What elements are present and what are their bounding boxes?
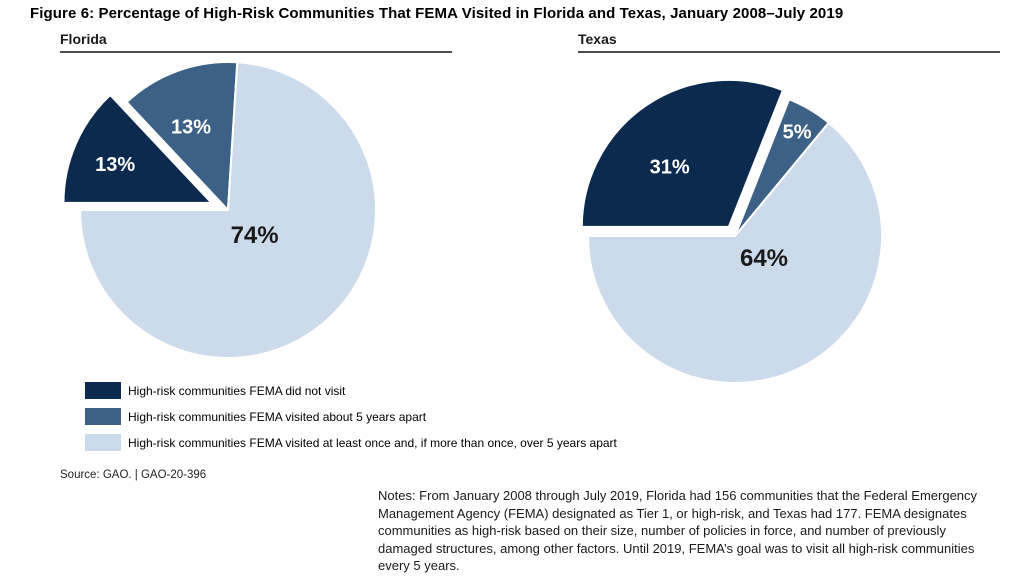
legend-label-visited-once: High-risk communities FEMA visited at le… [128,435,617,450]
legend: High-risk communities FEMA did not visit… [85,382,617,460]
legend-swatch-visited-once [85,434,121,451]
legend-row: High-risk communities FEMA visited about… [85,408,617,425]
pie-label-florida-0: 13% [95,154,135,176]
pie-label-florida-1: 13% [171,117,211,139]
notes-paragraph: Notes: From January 2008 through July 20… [378,488,978,574]
pie-label-texas-1: 5% [783,122,812,144]
pie-slice-florida-2 [78,61,377,359]
figure-title: Figure 6: Percentage of High-Risk Commun… [30,5,844,22]
legend-label-visited-5yr: High-risk communities FEMA visited about… [128,409,427,424]
pie-slice-texas-2 [586,121,883,384]
pie-label-texas-2: 64% [740,245,788,272]
legend-label-did-not-visit: High-risk communities FEMA did not visit [128,383,346,398]
panel-heading-texas-label: Texas [578,31,617,47]
panel-heading-texas: Texas [578,31,1000,53]
legend-swatch-did-not-visit [85,382,121,399]
panel-heading-florida-label: Florida [60,31,107,47]
pie-slice-florida-1 [125,61,239,213]
pie-slice-texas-0 [580,78,785,228]
legend-row: High-risk communities FEMA visited at le… [85,434,617,451]
source-line: Source: GAO. | GAO-20-396 [60,469,207,481]
panel-heading-florida: Florida [60,31,452,53]
legend-row: High-risk communities FEMA did not visit [85,382,617,399]
pie-label-texas-0: 31% [650,157,690,179]
pie-label-florida-2: 74% [231,222,279,249]
legend-swatch-visited-5yr [85,408,121,425]
pie-slice-florida-0 [62,93,214,204]
